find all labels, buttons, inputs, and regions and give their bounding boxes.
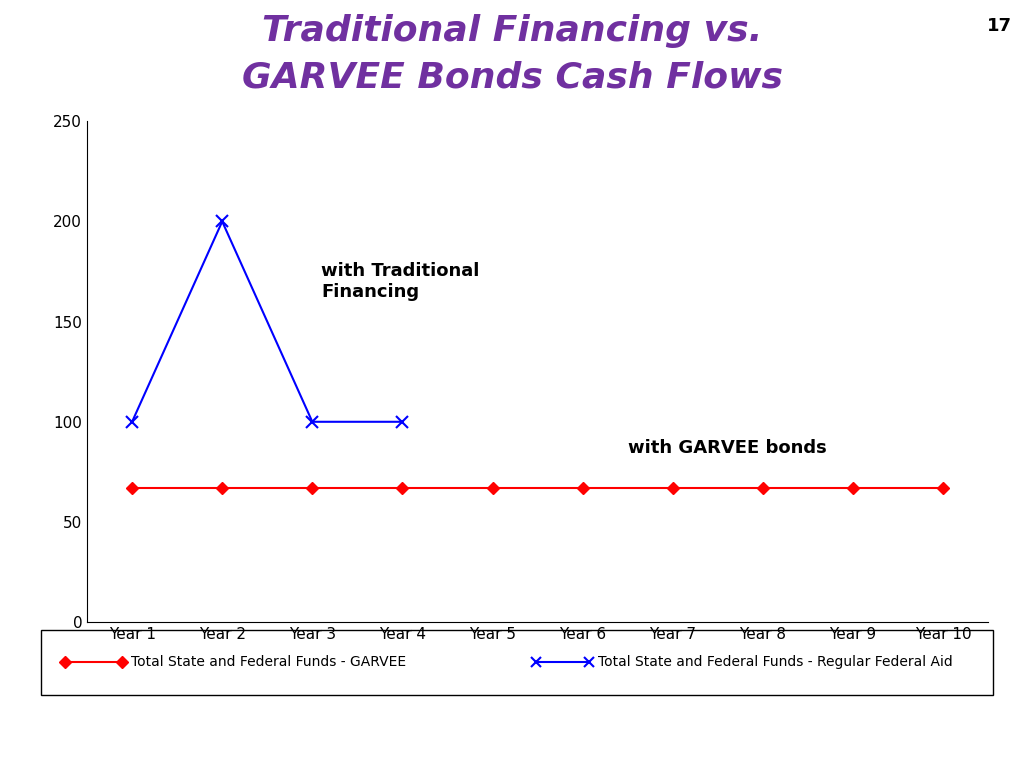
Text: Traditional Financing vs.: Traditional Financing vs. (262, 14, 762, 48)
Text: with GARVEE bonds: with GARVEE bonds (628, 439, 826, 457)
Text: Innovative Program Delivery: Innovative Program Delivery (127, 723, 487, 743)
Text: with Traditional
Financing: with Traditional Financing (322, 262, 479, 301)
Text: Total State and Federal Funds - Regular Federal Aid: Total State and Federal Funds - Regular … (598, 655, 952, 670)
Text: GARVEE Bonds Cash Flows: GARVEE Bonds Cash Flows (242, 61, 782, 94)
Text: Total State and Federal Funds - GARVEE: Total State and Federal Funds - GARVEE (131, 655, 407, 670)
Text: 17: 17 (987, 17, 1012, 35)
